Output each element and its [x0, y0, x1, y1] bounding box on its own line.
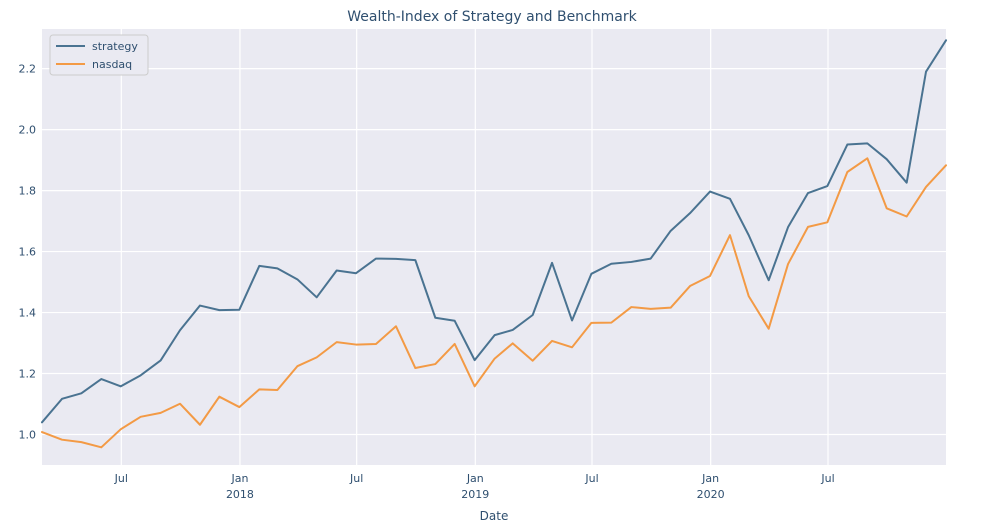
y-tick-label: 1.4: [19, 307, 37, 320]
x-tick-label: Jan: [466, 472, 484, 485]
legend-nasdaq-label: nasdaq: [92, 58, 132, 71]
legend: strategy nasdaq: [49, 34, 149, 76]
x-axis-ticks: Jul Jan 2018 Jul Jan 2019 Jul Jan 2020 Jul: [114, 472, 835, 501]
x-tick-label: Jan: [701, 472, 719, 485]
series-line-strategy: [41, 39, 947, 424]
y-tick-label: 2.0: [19, 124, 37, 137]
y-axis-ticks: 1.0 1.2 1.4 1.6 1.8 2.0 2.2: [19, 63, 37, 442]
x-tick-year-label: 2020: [697, 488, 725, 501]
x-tick-year-label: 2018: [226, 488, 254, 501]
y-tick-label: 1.8: [19, 185, 37, 198]
plot-area: [42, 29, 946, 465]
x-tick-label: Jul: [349, 472, 363, 485]
x-tick-label: Jul: [114, 472, 128, 485]
x-tick-label: Jul: [584, 472, 598, 485]
y-tick-label: 1.0: [19, 429, 37, 442]
x-axis-label: Date: [480, 509, 509, 523]
x-tick-label: Jan: [230, 472, 248, 485]
grid: [42, 29, 946, 465]
x-tick-label: Jul: [820, 472, 834, 485]
series-lines: [41, 39, 947, 449]
y-tick-label: 1.6: [19, 246, 37, 259]
legend-strategy-label: strategy: [92, 40, 138, 53]
chart-title: Wealth-Index of Strategy and Benchmark: [347, 9, 637, 25]
x-tick-year-label: 2019: [461, 488, 489, 501]
y-tick-label: 1.2: [19, 368, 37, 381]
series-line-nasdaq: [41, 157, 947, 449]
y-tick-label: 2.2: [19, 63, 37, 76]
